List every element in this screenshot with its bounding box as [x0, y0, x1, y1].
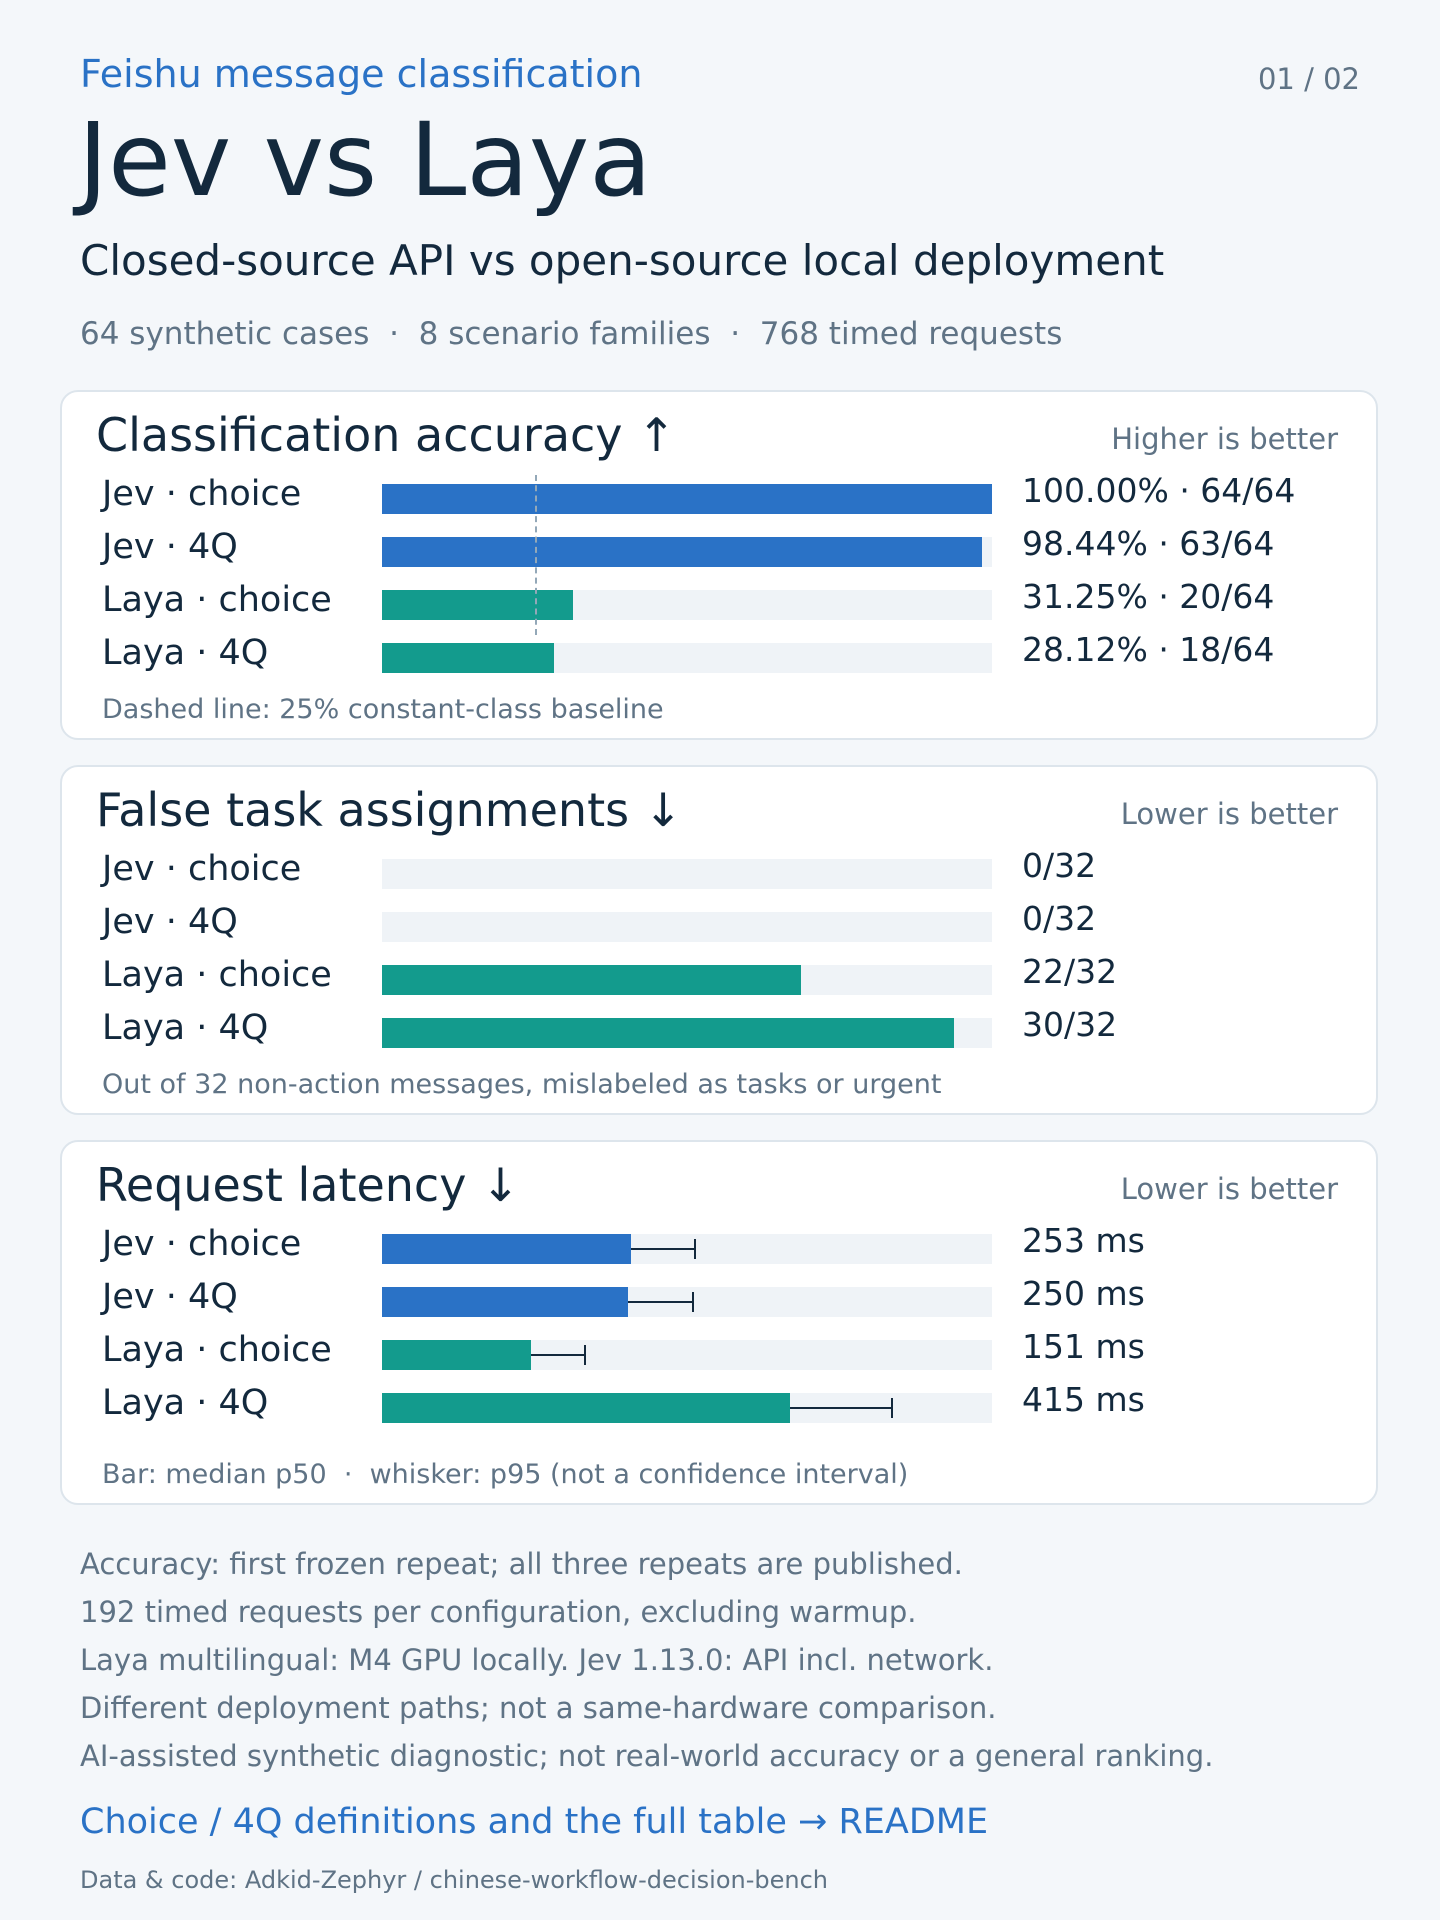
footnote: Laya multilingual: M4 GPU locally. Jev 1…: [80, 1643, 994, 1677]
card-hint: Higher is better: [1111, 422, 1338, 456]
bar: [382, 643, 554, 673]
bar-value-label: 0/32: [1022, 899, 1097, 938]
bar: [382, 537, 983, 567]
footnote: Different deployment paths; not a same-h…: [80, 1691, 997, 1725]
bar-row: Laya · 4Q 28.12% · 18/64: [62, 630, 1376, 673]
card-note: Bar: median p50 · whisker: p95 (not a co…: [102, 1459, 909, 1490]
bar-row: Jev · choice 0/32: [62, 846, 1376, 889]
bar-value-label: 28.12% · 18/64: [1022, 630, 1275, 669]
p95-whisker: [630, 1248, 695, 1250]
bar-value-label: 0/32: [1022, 846, 1097, 885]
p95-whisker-cap: [693, 1239, 696, 1259]
bar-track: [382, 1393, 992, 1423]
false-assignments-card: False task assignments ↓ Lower is better…: [60, 765, 1378, 1115]
bar-track: [382, 1234, 992, 1264]
bar: [382, 590, 573, 620]
p95-whisker-cap: [890, 1398, 893, 1418]
card-hint: Lower is better: [1120, 1172, 1338, 1206]
eyebrow: Feishu message classification: [80, 52, 643, 96]
bar-track: [382, 912, 992, 942]
bar: [382, 1234, 631, 1264]
bar-label: Jev · 4Q: [102, 902, 238, 942]
p95-whisker-cap: [583, 1345, 586, 1365]
bar-value-label: 98.44% · 63/64: [1022, 524, 1275, 563]
bar-track: [382, 1287, 992, 1317]
bar-track: [382, 1018, 992, 1048]
bar-value-label: 100.00% · 64/64: [1022, 471, 1296, 510]
bar-label: Laya · choice: [102, 955, 332, 995]
dataset-meta: 64 synthetic cases · 8 scenario families…: [80, 316, 1063, 352]
bar-label: Jev · 4Q: [102, 527, 238, 567]
bar-label: Laya · choice: [102, 580, 332, 620]
bar-value-label: 250 ms: [1022, 1274, 1145, 1313]
bar: [382, 484, 992, 514]
bar-label: Jev · 4Q: [102, 1277, 238, 1317]
page-title: Jev vs Laya: [78, 101, 652, 220]
bar-row: Laya · 4Q 30/32: [62, 1005, 1376, 1048]
bar-row: Laya · choice 22/32: [62, 952, 1376, 995]
readme-link[interactable]: Choice / 4Q definitions and the full tab…: [80, 1802, 989, 1842]
bar: [382, 1340, 531, 1370]
bar-value-label: 151 ms: [1022, 1327, 1145, 1366]
p95-whisker-cap: [691, 1292, 694, 1312]
p95-whisker: [530, 1354, 585, 1356]
bar-row: Laya · choice 151 ms: [62, 1327, 1376, 1370]
card-title: Classification accuracy ↑: [96, 408, 676, 462]
bar-label: Jev · choice: [102, 474, 302, 514]
bar-value-label: 31.25% · 20/64: [1022, 577, 1275, 616]
bar-label: Laya · 4Q: [102, 1008, 269, 1048]
card-note: Out of 32 non-action messages, mislabele…: [102, 1069, 942, 1100]
bar-value-label: 22/32: [1022, 952, 1118, 991]
bar-track: [382, 484, 992, 514]
bar-label: Jev · choice: [102, 849, 302, 889]
card-title: False task assignments ↓: [96, 783, 683, 837]
bar-value-label: 415 ms: [1022, 1380, 1145, 1419]
accuracy-card: Classification accuracy ↑ Higher is bett…: [60, 390, 1378, 740]
card-title: Request latency ↓: [96, 1158, 520, 1212]
source-credit: Data & code: Adkid-Zephyr / chinese-work…: [80, 1866, 828, 1894]
bar: [382, 1018, 954, 1048]
footnote: AI-assisted synthetic diagnostic; not re…: [80, 1739, 1214, 1773]
bar-label: Jev · choice: [102, 1224, 302, 1264]
p95-whisker: [790, 1407, 892, 1409]
bar-track: [382, 643, 992, 673]
bar-value-label: 30/32: [1022, 1005, 1118, 1044]
page-indicator: 01 / 02: [1257, 62, 1360, 96]
bar-track: [382, 590, 992, 620]
bar: [382, 965, 802, 995]
bar: [382, 1393, 791, 1423]
bar-row: Jev · choice 253 ms: [62, 1221, 1376, 1264]
page-subtitle: Closed-source API vs open-source local d…: [80, 236, 1165, 285]
card-hint: Lower is better: [1120, 797, 1338, 831]
footnotes: Accuracy: first frozen repeat; all three…: [80, 1540, 1213, 1780]
latency-card: Request latency ↓ Lower is better Jev · …: [60, 1140, 1378, 1505]
footnote: Accuracy: first frozen repeat; all three…: [80, 1547, 963, 1581]
bar-track: [382, 859, 992, 889]
bar-row: Jev · 4Q 0/32: [62, 899, 1376, 942]
card-note: Dashed line: 25% constant-class baseline: [102, 694, 664, 725]
bar-row: Jev · choice 100.00% · 64/64: [62, 471, 1376, 514]
bar-row: Laya · choice 31.25% · 20/64: [62, 577, 1376, 620]
bar-track: [382, 1340, 992, 1370]
footnote: 192 timed requests per configuration, ex…: [80, 1595, 917, 1629]
bar: [382, 1287, 628, 1317]
p95-whisker: [627, 1301, 693, 1303]
baseline-line: [534, 475, 537, 635]
bar-track: [382, 965, 992, 995]
bar-value-label: 253 ms: [1022, 1221, 1145, 1260]
bar-label: Laya · 4Q: [102, 633, 269, 673]
bar-row: Jev · 4Q 250 ms: [62, 1274, 1376, 1317]
bar-label: Laya · choice: [102, 1330, 332, 1370]
bar-label: Laya · 4Q: [102, 1383, 269, 1423]
bar-track: [382, 537, 992, 567]
bar-row: Jev · 4Q 98.44% · 63/64: [62, 524, 1376, 567]
bar-row: Laya · 4Q 415 ms: [62, 1380, 1376, 1423]
